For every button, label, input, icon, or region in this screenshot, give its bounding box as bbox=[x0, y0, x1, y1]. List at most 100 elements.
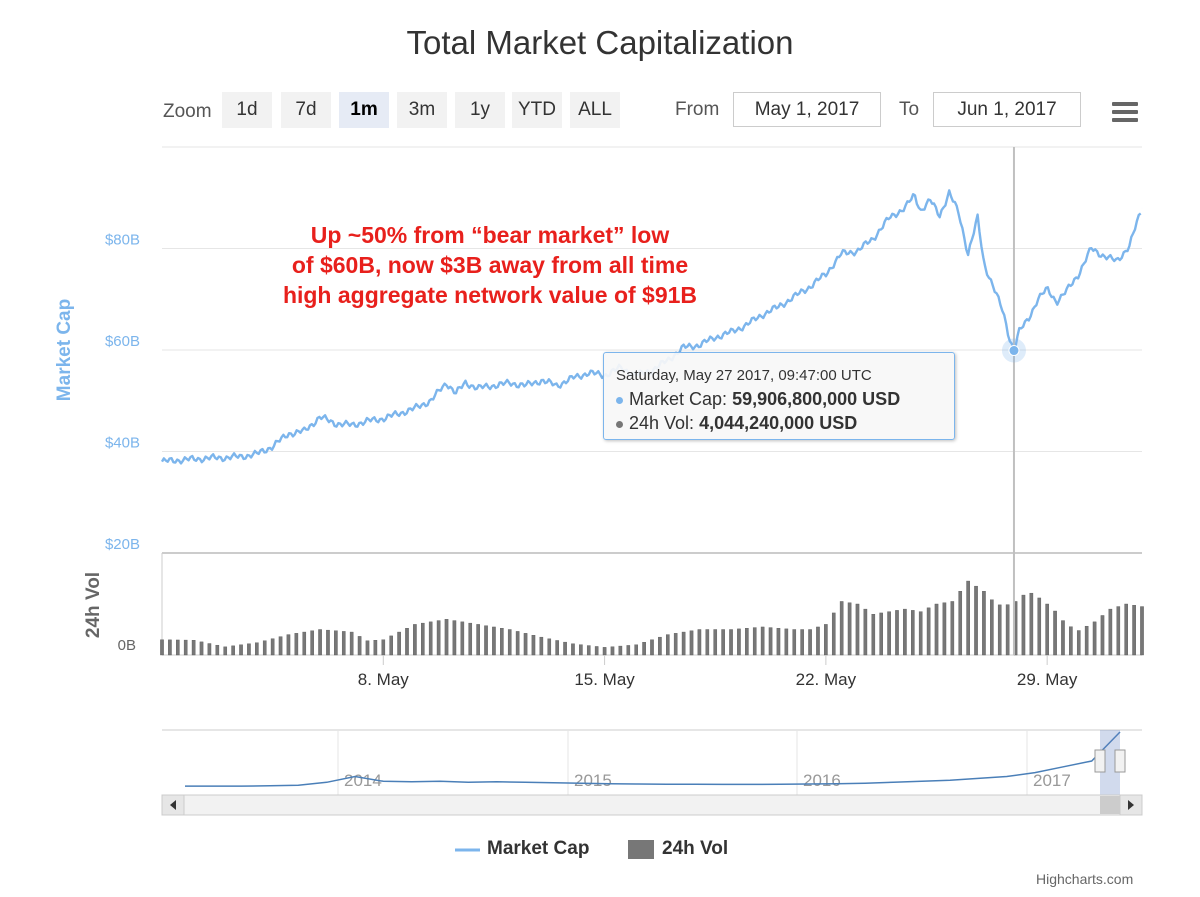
volume-bar bbox=[745, 628, 749, 656]
volume-bar bbox=[658, 636, 662, 656]
volume-bar bbox=[460, 621, 465, 656]
market-cap-point bbox=[793, 296, 795, 298]
volume-bar bbox=[737, 628, 741, 656]
market-cap-point bbox=[857, 250, 859, 252]
market-cap-point bbox=[746, 324, 748, 326]
volume-bar bbox=[990, 599, 994, 656]
volume-bar bbox=[436, 620, 441, 656]
zoom-1m-button[interactable]: 1m bbox=[339, 92, 389, 128]
volume-bar bbox=[476, 624, 480, 656]
from-date-input[interactable]: May 1, 2017 bbox=[733, 92, 881, 127]
market-cap-point bbox=[319, 416, 321, 418]
market-cap-point bbox=[888, 217, 890, 219]
zoom-all-button[interactable]: ALL bbox=[570, 92, 620, 128]
tooltip-series-name: Market Cap: bbox=[629, 389, 728, 409]
volume-bar bbox=[1084, 625, 1089, 656]
tooltip-date: Saturday, May 27 2017, 09:47:00 UTC bbox=[616, 367, 872, 384]
market-cap-point bbox=[929, 199, 931, 201]
volume-bar bbox=[752, 627, 757, 656]
annotation-text: Up ~50% from “bear market” low of $60B, … bbox=[230, 220, 750, 310]
volume-bar bbox=[626, 645, 631, 656]
zoom-1d-button[interactable]: 1d bbox=[222, 92, 272, 128]
zoom-3m-button[interactable]: 3m bbox=[397, 92, 447, 128]
zoom-1y-button[interactable]: 1y bbox=[455, 92, 505, 128]
credits-link[interactable]: Highcharts.com bbox=[1036, 871, 1134, 887]
volume-bar bbox=[634, 644, 638, 656]
volume-bar bbox=[255, 642, 259, 656]
volume-bar bbox=[808, 629, 812, 656]
annotation-line: Up ~50% from “bear market” low bbox=[310, 222, 670, 248]
scrollbar-thumb bbox=[1100, 796, 1120, 814]
volume-bar bbox=[982, 591, 986, 656]
market-cap-point bbox=[977, 217, 979, 219]
volume-bar bbox=[1116, 606, 1121, 656]
volume-bar bbox=[160, 639, 164, 656]
market-cap-point bbox=[920, 210, 922, 212]
tooltip-row-volume: 24h Vol: 4,044,240,000 USD bbox=[616, 413, 857, 434]
volume-bar bbox=[341, 631, 346, 656]
volume-bar bbox=[594, 646, 599, 656]
chart-title: Total Market Capitalization bbox=[406, 24, 794, 61]
market-cap-point bbox=[683, 347, 685, 349]
volume-bar bbox=[223, 646, 228, 656]
market-cap-point bbox=[509, 382, 511, 384]
volume-bar bbox=[563, 641, 567, 656]
volume-series bbox=[160, 580, 1144, 656]
volume-bar bbox=[1045, 603, 1049, 656]
y-tick-label: $60B bbox=[105, 333, 140, 350]
to-date-input[interactable]: Jun 1, 2017 bbox=[933, 92, 1081, 127]
volume-bar bbox=[405, 628, 409, 656]
volume-bar bbox=[997, 604, 1002, 656]
volume-bar bbox=[673, 633, 678, 656]
market-cap-point bbox=[714, 337, 716, 339]
volume-bar bbox=[1092, 621, 1097, 656]
volume-bar bbox=[302, 631, 307, 656]
market-cap-point bbox=[778, 306, 780, 308]
volume-bar bbox=[381, 639, 386, 656]
market-cap-point bbox=[872, 238, 874, 240]
market-cap-point bbox=[809, 286, 811, 288]
annotation-line: of $60B, now $3B away from all time bbox=[291, 252, 689, 278]
volume-bar bbox=[863, 608, 868, 656]
volume-bar bbox=[199, 641, 204, 656]
navigator-handle-right bbox=[1114, 749, 1126, 773]
volume-bar bbox=[705, 629, 710, 656]
volume-bar bbox=[334, 630, 338, 656]
legend-item-market-cap[interactable]: Market Cap bbox=[487, 838, 590, 859]
zoom-7d-button[interactable]: 7d bbox=[281, 92, 331, 128]
market-cap-point bbox=[825, 273, 827, 275]
navigator-year-label: 2017 bbox=[1033, 771, 1071, 790]
volume-bar bbox=[1069, 626, 1073, 656]
volume-bar bbox=[349, 631, 354, 656]
x-tick-label: 29. May bbox=[1017, 670, 1078, 689]
tooltip: Saturday, May 27 2017, 09:47:00 UTC Mark… bbox=[603, 352, 955, 440]
market-cap-point bbox=[1129, 245, 1131, 247]
market-cap-point bbox=[541, 380, 543, 382]
navigator-year-label: 2015 bbox=[574, 771, 612, 790]
volume-tick-label: 0B bbox=[118, 637, 136, 654]
y-tick-label: $20B bbox=[105, 536, 140, 553]
volume-bar bbox=[1100, 615, 1105, 656]
y-tick-label: $80B bbox=[105, 232, 140, 249]
volume-bar bbox=[666, 634, 670, 656]
market-cap-point bbox=[1091, 248, 1093, 250]
volume-bar bbox=[176, 639, 180, 656]
volume-bar bbox=[168, 639, 172, 656]
legend-item-24h-vol[interactable]: 24h Vol bbox=[662, 838, 729, 859]
volume-bar bbox=[887, 611, 891, 656]
market-cap-point bbox=[948, 192, 950, 194]
volume-bar bbox=[191, 640, 196, 656]
volume-bar bbox=[413, 624, 417, 656]
x-tick-label: 8. May bbox=[358, 670, 410, 689]
volume-bar bbox=[839, 601, 844, 656]
x-tick-label: 22. May bbox=[796, 670, 857, 689]
market-cap-point bbox=[841, 253, 843, 255]
navigator[interactable]: 2014 2015 2016 2017 bbox=[161, 729, 1143, 816]
market-cap-point bbox=[446, 382, 448, 384]
hamburger-menu-icon[interactable] bbox=[1110, 100, 1140, 124]
market-cap-point bbox=[1103, 255, 1105, 257]
volume-bar bbox=[215, 644, 220, 656]
zoom-ytd-button[interactable]: YTD bbox=[512, 92, 562, 128]
volume-bar bbox=[555, 640, 559, 656]
